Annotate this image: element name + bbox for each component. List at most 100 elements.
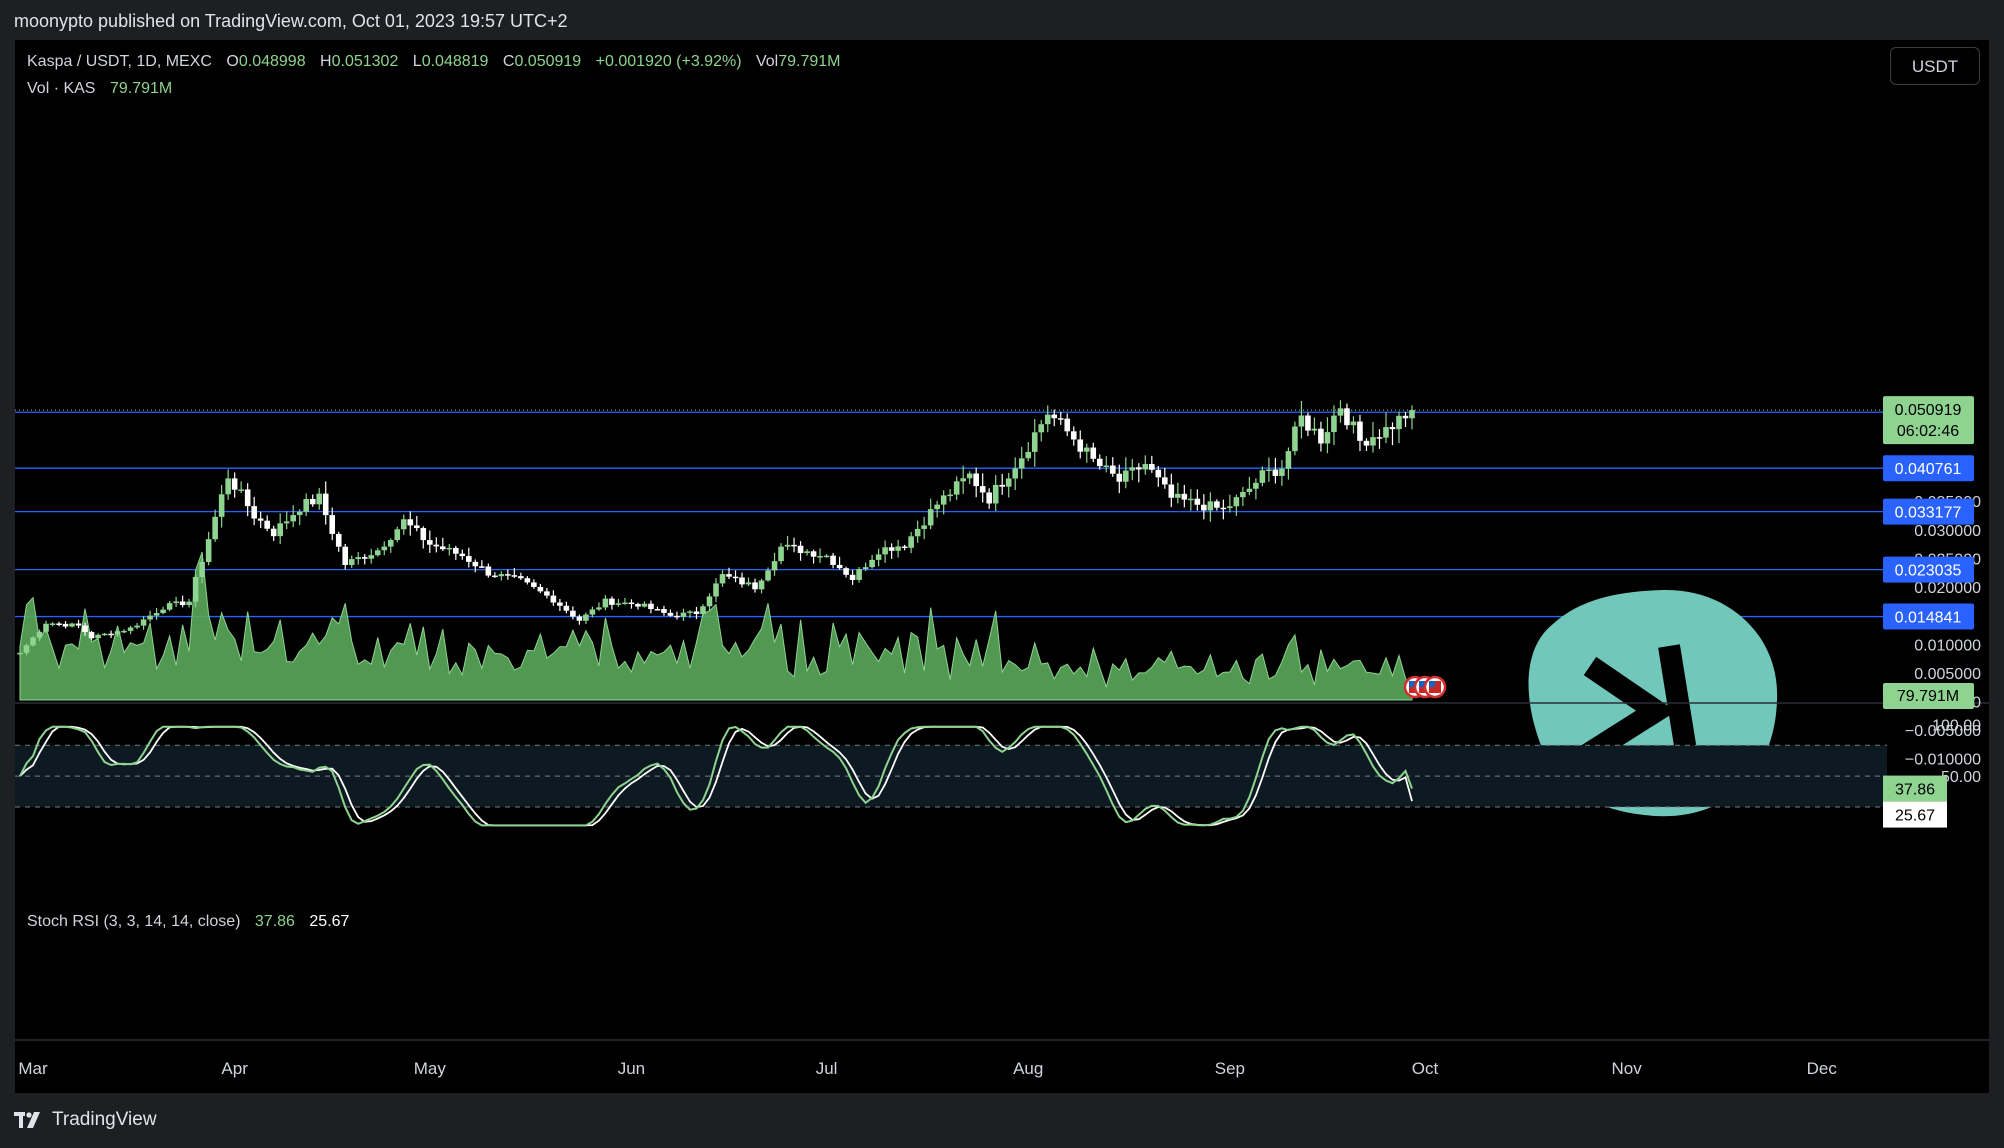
- candle: [1337, 400, 1344, 423]
- candle: [1227, 494, 1233, 513]
- candle: [166, 601, 173, 612]
- last-price-tag: 0.050919 06:02:46: [1883, 396, 1974, 445]
- candle: [1168, 473, 1175, 508]
- currency-button[interactable]: USDT: [1890, 47, 1980, 85]
- candle: [426, 530, 433, 553]
- candle: [322, 481, 329, 525]
- candle: [726, 567, 732, 579]
- time-axis-label: Aug: [1013, 1059, 1043, 1078]
- candle: [1370, 422, 1376, 453]
- candle: [1096, 454, 1103, 470]
- candle: [1044, 405, 1051, 433]
- candle-body: [791, 544, 797, 547]
- candle: [1162, 467, 1168, 489]
- candle: [1142, 455, 1149, 475]
- candle: [225, 469, 231, 500]
- price-level-tag: 0.040761: [1883, 455, 1974, 482]
- event-flags[interactable]: [1403, 675, 1447, 699]
- candle: [173, 596, 179, 607]
- candle-body: [836, 564, 843, 569]
- price-level-tag: 0.014841: [1883, 603, 1974, 630]
- candle: [446, 544, 453, 556]
- stoch-k-line: [19, 725, 1413, 827]
- candle-body: [498, 574, 505, 577]
- publish-header: moonypto published on TradingView.com, O…: [0, 0, 2004, 40]
- candle-body: [316, 493, 323, 505]
- candle-body: [1233, 497, 1240, 507]
- candle: [563, 601, 570, 614]
- stoch-d-tag-bg: [1883, 801, 1947, 828]
- volume-tag-bg: [1883, 683, 1974, 709]
- candle: [1136, 463, 1142, 483]
- candle-body: [531, 582, 537, 587]
- candle: [257, 511, 264, 529]
- candle: [1389, 422, 1396, 446]
- candle-body: [511, 575, 518, 577]
- candle: [121, 629, 127, 634]
- candle: [739, 572, 745, 588]
- candle-body: [361, 557, 368, 559]
- candle-body: [1064, 418, 1071, 432]
- candle: [1305, 412, 1311, 437]
- us-flag-icon: [1423, 675, 1447, 699]
- candle-body: [1311, 428, 1318, 431]
- legend-high: H0.051302: [320, 53, 399, 70]
- time-axis-label: Jun: [618, 1059, 645, 1078]
- candle: [1220, 499, 1227, 520]
- time-axis-label: Apr: [221, 1059, 248, 1078]
- candle-body: [1122, 470, 1129, 482]
- candle: [56, 621, 62, 627]
- candle: [693, 606, 700, 619]
- chart-frame[interactable]: MarAprMayJunJulAugSepOctNovDec0.0350000.…: [15, 40, 1989, 1093]
- candle: [557, 598, 563, 612]
- time-axis-label: May: [414, 1059, 447, 1078]
- stoch-d-value: 25.67: [309, 913, 350, 930]
- volume-outline: [19, 551, 1413, 701]
- candle: [758, 578, 765, 594]
- candle: [1259, 466, 1266, 487]
- candle: [492, 572, 498, 578]
- candle-body: [1272, 469, 1279, 476]
- candle: [524, 576, 531, 585]
- last-price-value: 0.050919: [1895, 402, 1962, 419]
- candle-body: [62, 623, 69, 627]
- candle-body: [914, 528, 921, 537]
- candle: [927, 498, 934, 530]
- candle-body: [784, 544, 791, 547]
- candle-body: [1324, 432, 1331, 444]
- candle: [823, 554, 830, 558]
- candle: [277, 513, 283, 545]
- candle: [778, 543, 784, 565]
- stoch-k-value: 37.86: [254, 913, 295, 930]
- candle-body: [199, 562, 205, 578]
- candle-body: [394, 529, 401, 541]
- candle: [459, 549, 466, 560]
- candle: [160, 606, 166, 615]
- candle-body: [849, 574, 856, 580]
- candle-body: [947, 494, 953, 497]
- candle: [648, 600, 654, 614]
- candle-body: [1383, 427, 1389, 438]
- candle: [1279, 460, 1285, 486]
- candle: [309, 494, 316, 507]
- candle: [550, 590, 557, 606]
- tradingview-brand[interactable]: TradingView: [14, 1109, 157, 1131]
- time-axis-label: Dec: [1807, 1059, 1838, 1078]
- candle-body: [986, 492, 992, 504]
- candle: [264, 515, 270, 532]
- flag-canton: [1409, 681, 1415, 687]
- candle-body: [88, 632, 95, 639]
- price-chart[interactable]: MarAprMayJunJulAugSepOctNovDec0.0350000.…: [15, 40, 1989, 1093]
- candle-body: [563, 605, 570, 611]
- candle: [674, 611, 680, 620]
- candle: [732, 570, 739, 583]
- candle: [687, 610, 693, 618]
- candle: [628, 599, 635, 609]
- candle: [654, 606, 661, 611]
- candle-body: [114, 631, 121, 635]
- candle: [303, 493, 310, 517]
- candle: [1129, 459, 1136, 481]
- candle: [1324, 417, 1331, 454]
- candle-body: [1331, 415, 1337, 433]
- candle: [186, 598, 192, 608]
